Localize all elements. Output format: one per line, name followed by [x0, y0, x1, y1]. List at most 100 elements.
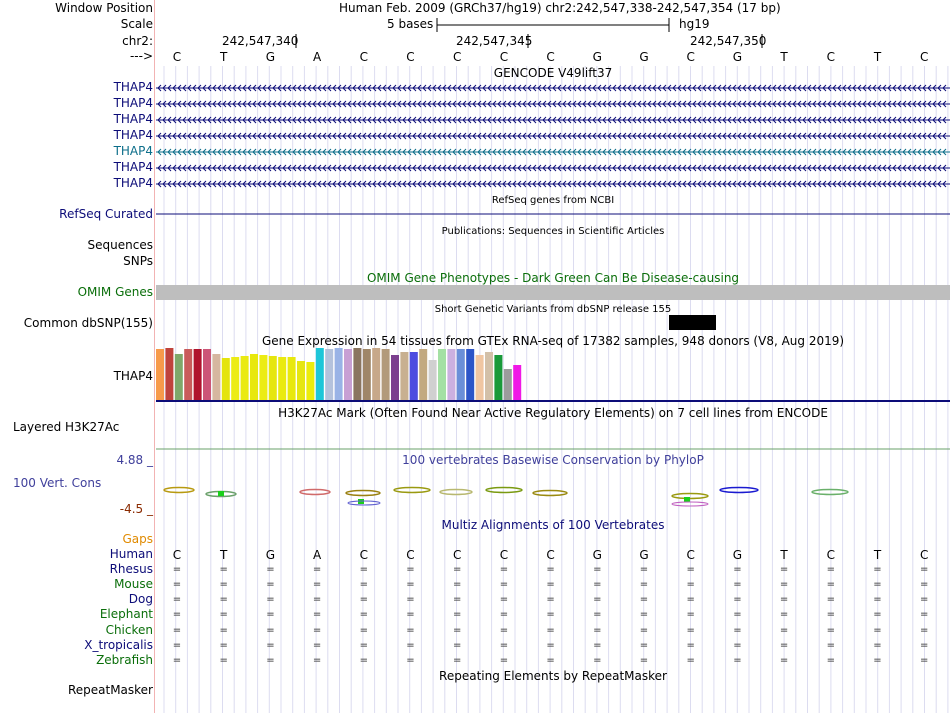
- gtex-tissue-bar[interactable]: [372, 348, 381, 400]
- gtex-tissue-bar[interactable]: [400, 352, 409, 400]
- species-label[interactable]: Human: [109, 547, 153, 561]
- alignment-base: A: [312, 548, 322, 562]
- gtex-tissue-bar[interactable]: [353, 348, 362, 400]
- gtex-tissue-bar[interactable]: [447, 349, 456, 400]
- gtex-tissue-bar[interactable]: [250, 354, 258, 400]
- gtex-tissue-bar[interactable]: [362, 349, 371, 400]
- transcript-label[interactable]: THAP4: [113, 160, 153, 174]
- repeatmasker-label[interactable]: RepeatMasker: [67, 683, 153, 697]
- gtex-tissue-bar[interactable]: [344, 349, 352, 400]
- species-label[interactable]: Rhesus: [109, 562, 153, 577]
- alignment-base: T: [873, 548, 882, 562]
- species-label[interactable]: Mouse: [114, 577, 153, 592]
- gtex-tissue-bar[interactable]: [193, 349, 202, 400]
- species-label[interactable]: Elephant: [99, 607, 153, 622]
- gtex-tissue-bar[interactable]: [287, 357, 296, 400]
- species-label[interactable]: Chicken: [105, 622, 153, 637]
- alignment-match: =: [826, 594, 835, 606]
- species-label[interactable]: Dog: [128, 592, 153, 607]
- gtex-tissue-bar[interactable]: [428, 360, 437, 400]
- alignment-match: =: [312, 639, 322, 651]
- transcript-label[interactable]: THAP4: [113, 96, 153, 110]
- refseq-label[interactable]: RefSeq Curated: [59, 207, 153, 221]
- publications-label[interactable]: Sequences: [87, 238, 153, 252]
- alignment-match: =: [639, 579, 649, 591]
- omim-label[interactable]: OMIM Genes: [77, 285, 153, 299]
- alignment-match: =: [919, 609, 929, 621]
- gtex-tissue-bar[interactable]: [221, 358, 230, 400]
- alignment-match: =: [312, 594, 322, 606]
- gtex-label[interactable]: THAP4: [113, 369, 153, 383]
- alignment-match: =: [779, 594, 789, 606]
- alignment-match: =: [873, 609, 882, 621]
- gtex-tissue-bar[interactable]: [409, 352, 418, 400]
- alignment-match: =: [219, 639, 228, 651]
- alignment-match: =: [266, 594, 275, 606]
- gtex-tissue-bar[interactable]: [174, 354, 183, 400]
- transcript-label[interactable]: THAP4: [113, 80, 153, 94]
- gtex-tissue-bar[interactable]: [240, 356, 249, 400]
- alignment-match: =: [593, 564, 602, 576]
- gtex-tissue-bar[interactable]: [259, 355, 268, 400]
- conservation-label[interactable]: 100 Vert. Cons: [13, 476, 102, 490]
- transcript-label[interactable]: THAP4: [113, 112, 153, 126]
- h3k27ac-label[interactable]: Layered H3K27Ac: [13, 420, 120, 434]
- alignment-match: =: [499, 609, 509, 621]
- gtex-tissue-bar[interactable]: [438, 349, 446, 400]
- alignment-match: =: [219, 624, 228, 636]
- alignment-match: =: [639, 594, 649, 606]
- snps-label[interactable]: SNPs: [123, 254, 153, 268]
- alignment-match: =: [686, 639, 695, 651]
- gtex-tissue-bar[interactable]: [513, 365, 522, 400]
- gtex-tissue-bar[interactable]: [278, 357, 287, 400]
- gtex-tissue-bar[interactable]: [466, 349, 475, 400]
- alignment-match: =: [172, 639, 182, 651]
- gtex-tissue-bar[interactable]: [184, 349, 193, 400]
- base-letter: A: [312, 50, 322, 64]
- gtex-tissue-bar[interactable]: [268, 356, 277, 400]
- dbsnp-label[interactable]: Common dbSNP(155): [23, 316, 153, 330]
- gtex-tissue-bar[interactable]: [456, 349, 465, 400]
- alignment-base: G: [639, 548, 649, 562]
- alignment-match: =: [266, 564, 275, 576]
- conservation-glyph: [347, 500, 381, 506]
- gtex-tissue-bar[interactable]: [156, 349, 164, 400]
- transcript-label[interactable]: THAP4: [113, 176, 153, 190]
- strand-arrows: [157, 116, 947, 124]
- alignment-base: C: [499, 548, 509, 562]
- gtex-tissue-bar[interactable]: [212, 354, 221, 400]
- gtex-tissue-bar[interactable]: [315, 348, 324, 400]
- alignment-match: =: [686, 654, 695, 666]
- alignment-match: =: [639, 639, 649, 651]
- gtex-tissue-bar[interactable]: [165, 348, 174, 400]
- species-label[interactable]: X_tropicalis: [84, 637, 153, 652]
- gtex-tissue-bar[interactable]: [494, 355, 503, 400]
- gtex-tissue-bar[interactable]: [503, 369, 512, 400]
- conservation-glyph: [393, 486, 431, 494]
- transcript-label[interactable]: THAP4: [113, 128, 153, 142]
- conservation-title: 100 vertebrates Basewise Conservation by…: [402, 453, 704, 467]
- gtex-tissue-bar[interactable]: [231, 357, 240, 400]
- gtex-tissue-bar[interactable]: [306, 362, 315, 400]
- gtex-tissue-bar[interactable]: [297, 361, 305, 400]
- gtex-tissue-bar[interactable]: [419, 349, 428, 400]
- alignment-match: =: [733, 564, 742, 576]
- dbsnp-variant[interactable]: [669, 315, 716, 330]
- omim-bar[interactable]: [156, 285, 950, 300]
- strand-arrows: [157, 148, 947, 156]
- gtex-tissue-bar[interactable]: [485, 352, 493, 400]
- gtex-tissue-bar[interactable]: [334, 348, 343, 400]
- gtex-tissue-bar[interactable]: [381, 349, 390, 400]
- alignment-match: =: [826, 609, 835, 621]
- gtex-tissue-bar[interactable]: [325, 349, 334, 400]
- gtex-tissue-bar[interactable]: [475, 355, 484, 400]
- alignment-match: =: [593, 609, 602, 621]
- species-label[interactable]: Zebrafish: [96, 652, 153, 667]
- conservation-mark: [684, 497, 690, 502]
- alignment-base: C: [546, 548, 555, 562]
- alignment-match: =: [593, 594, 602, 606]
- gtex-tissue-bar[interactable]: [203, 349, 211, 400]
- transcript-label[interactable]: THAP4: [113, 144, 153, 158]
- gtex-tissue-bar[interactable]: [391, 355, 399, 400]
